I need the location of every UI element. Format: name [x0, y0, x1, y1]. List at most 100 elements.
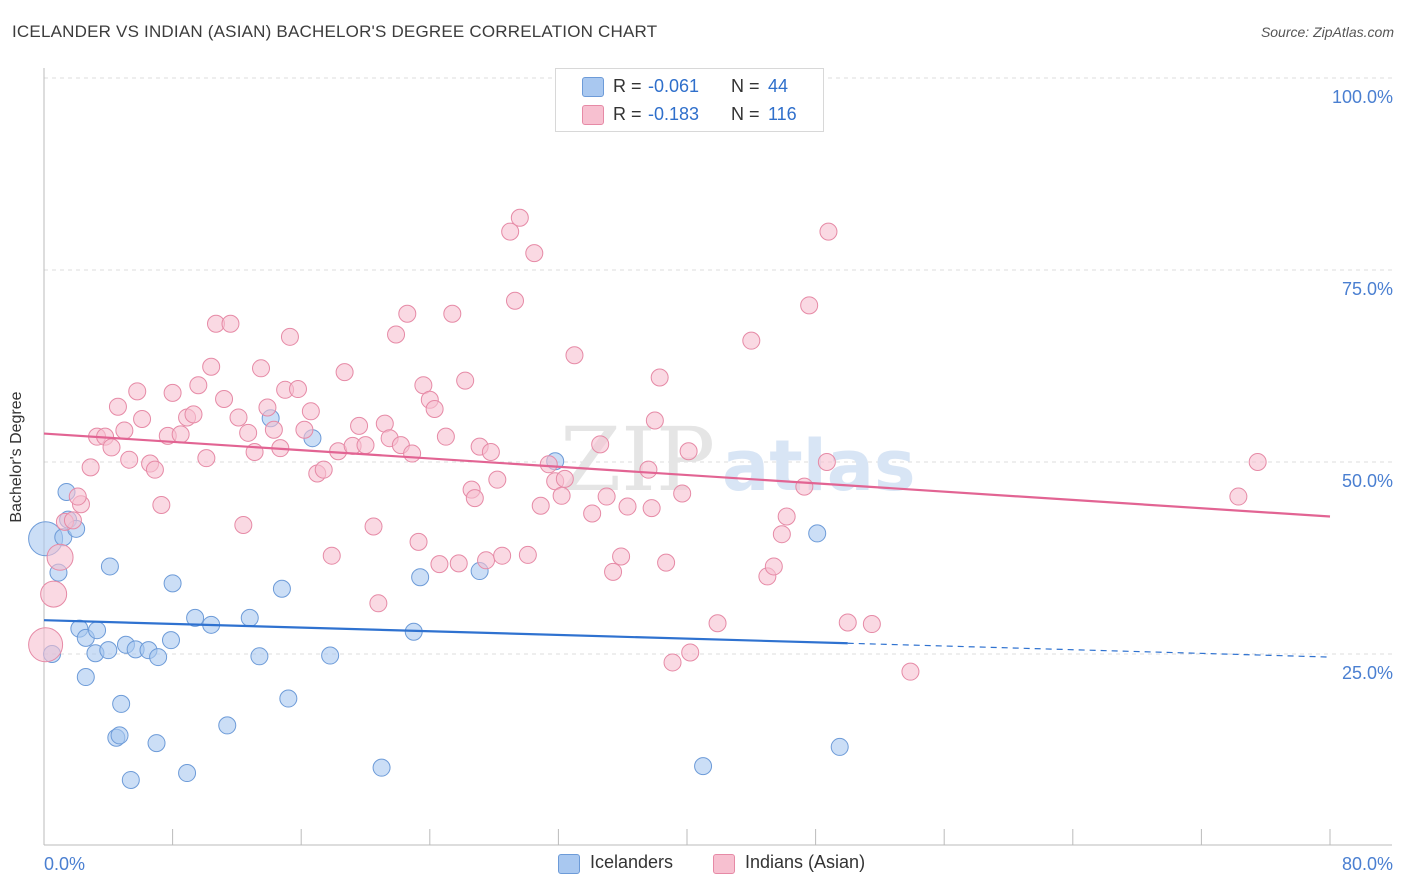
- source-label: Source: ZipAtlas.com: [1260, 24, 1394, 40]
- data-point: [28, 627, 64, 663]
- data-point: [694, 757, 713, 776]
- trend-line-dashed: [847, 642, 1331, 658]
- data-point: [314, 460, 333, 479]
- data-point: [817, 453, 836, 471]
- data-point: [68, 487, 87, 506]
- data-point: [63, 511, 82, 530]
- data-point: [161, 631, 180, 650]
- data-point: [197, 449, 216, 468]
- scatter-points: [28, 208, 1267, 789]
- data-point: [518, 545, 537, 564]
- data-point: [795, 477, 814, 496]
- data-point: [1248, 453, 1267, 471]
- data-point: [279, 689, 298, 708]
- data-point: [301, 402, 320, 421]
- data-point: [642, 499, 661, 518]
- data-point: [403, 444, 422, 463]
- data-point: [252, 359, 271, 378]
- data-point: [295, 420, 314, 439]
- data-point: [501, 222, 520, 241]
- data-point: [808, 524, 827, 543]
- data-point: [409, 532, 428, 551]
- data-point: [372, 758, 391, 777]
- r-value: -0.183: [648, 104, 700, 124]
- data-point: [99, 641, 118, 660]
- x-tick-label: 80.0%: [1342, 854, 1393, 874]
- data-point: [477, 551, 496, 570]
- data-point: [202, 357, 221, 376]
- data-point: [449, 554, 468, 573]
- data-point: [645, 411, 664, 430]
- data-point: [221, 314, 240, 333]
- stats-box: R = -0.061 N = 44 R = -0.183 N = 116: [555, 68, 824, 132]
- data-point: [777, 507, 796, 526]
- data-point: [272, 579, 291, 598]
- legend-swatch-icelanders: [558, 854, 580, 874]
- data-point: [657, 553, 676, 572]
- tick-labels: 25.0% 50.0% 75.0% 100.0% 0.0% 80.0%: [44, 87, 1393, 874]
- r-value: -0.061: [648, 76, 700, 96]
- data-point: [88, 621, 107, 640]
- data-point: [618, 497, 637, 516]
- data-point: [443, 304, 462, 323]
- data-point: [120, 450, 139, 469]
- data-point: [387, 325, 406, 344]
- x-tick-label: 0.0%: [44, 854, 85, 874]
- data-point: [234, 515, 253, 534]
- data-point: [189, 376, 208, 395]
- n-value: 116: [768, 104, 797, 124]
- data-point: [250, 647, 269, 666]
- data-point: [510, 208, 529, 227]
- stats-row-indians: R = -0.183 N = 116: [556, 101, 823, 127]
- data-point: [108, 397, 127, 416]
- trend-line-solid: [43, 619, 848, 645]
- legend-label: Indians (Asian): [745, 852, 866, 872]
- icelanders-swatch: [582, 77, 604, 97]
- trend-lines: [43, 432, 1331, 658]
- data-point: [838, 613, 857, 632]
- data-point: [128, 382, 147, 401]
- data-point: [565, 346, 584, 365]
- axes: [43, 68, 1392, 846]
- data-point: [901, 662, 920, 681]
- data-point: [280, 327, 299, 346]
- data-point: [215, 390, 234, 409]
- data-point: [100, 557, 119, 576]
- data-point: [583, 504, 602, 523]
- data-point: [147, 734, 166, 753]
- data-point: [772, 525, 791, 544]
- n-value: 44: [768, 76, 789, 96]
- data-point: [288, 380, 307, 399]
- data-point: [612, 547, 631, 566]
- data-point: [430, 555, 449, 574]
- chart-title: ICELANDER VS INDIAN (ASIAN) BACHELOR'S D…: [12, 22, 658, 41]
- data-point: [81, 458, 100, 477]
- data-point: [149, 648, 168, 667]
- n-label: N =: [731, 76, 760, 96]
- data-point: [112, 694, 131, 713]
- data-point: [436, 427, 455, 446]
- data-point: [163, 574, 182, 593]
- data-point: [76, 668, 95, 687]
- data-point: [663, 653, 682, 672]
- r-label: R =: [613, 76, 642, 96]
- data-point: [456, 371, 475, 390]
- data-point: [110, 726, 129, 745]
- data-point: [350, 416, 369, 435]
- data-point: [742, 331, 761, 350]
- data-point: [555, 469, 574, 488]
- data-point: [145, 460, 164, 479]
- stats-row-icelanders: R = -0.061 N = 44: [556, 73, 823, 99]
- data-point: [708, 614, 727, 633]
- data-point: [369, 594, 388, 613]
- data-point: [862, 615, 881, 634]
- data-point: [819, 222, 838, 241]
- data-point: [481, 443, 500, 462]
- data-point: [465, 489, 484, 508]
- data-point: [102, 438, 121, 457]
- data-point: [321, 646, 340, 665]
- y-tick-label: 25.0%: [1342, 663, 1393, 683]
- data-point: [240, 608, 259, 627]
- r-label: R =: [613, 104, 642, 124]
